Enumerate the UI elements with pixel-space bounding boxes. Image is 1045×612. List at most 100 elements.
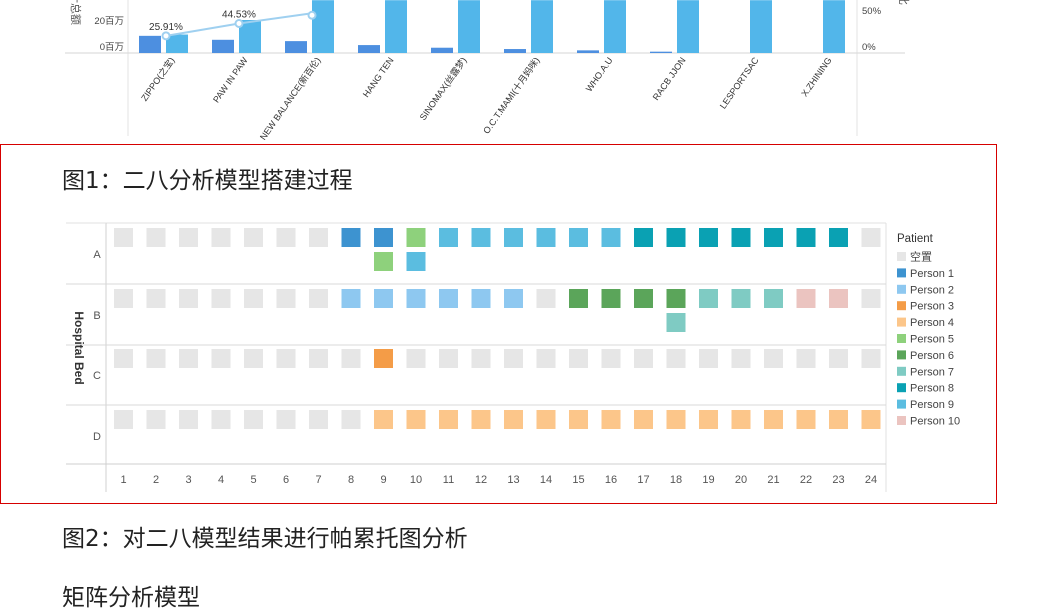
bed-row-label: B <box>93 310 100 322</box>
pareto-bar-sales <box>577 50 599 53</box>
pareto-bar-sales <box>139 35 161 53</box>
bed-cell <box>699 289 718 308</box>
bed-cell <box>536 289 556 308</box>
bed-cell <box>179 228 198 247</box>
bed-cell <box>406 228 426 247</box>
bed-cell <box>829 410 848 429</box>
bed-cell <box>276 228 296 247</box>
bed-chart-x-labels: 1 2 3 4 5 6 7 8 9 10 11 12 13 14 15 16 17 18 19 20 21 22 23 24 <box>120 474 877 486</box>
legend-entry: Person 6 <box>910 350 954 362</box>
bed-cell <box>569 289 588 308</box>
x-tick-label: 13 <box>507 474 519 486</box>
legend-entry: Person 9 <box>910 399 954 411</box>
pareto-right-tick: 50% <box>862 6 882 17</box>
bed-cell <box>276 410 296 429</box>
x-tick-label: 11 <box>443 474 454 486</box>
bed-cell <box>244 349 263 368</box>
bed-cell <box>179 289 198 308</box>
bed-chart-y-axis-title: Hospital Bed <box>72 311 86 384</box>
pareto-bar-cumulative <box>458 0 480 53</box>
bed-cell <box>406 349 426 368</box>
pareto-line-point <box>307 10 317 20</box>
bed-cell <box>764 228 783 247</box>
pareto-chart: 计总额 比 20百万 0百万 50% 0% 25.91% 44.53% ZIPPO… <box>65 0 910 140</box>
bed-cell <box>471 289 491 308</box>
bed-cell <box>829 349 848 368</box>
x-tick-label: 22 <box>800 474 812 486</box>
bed-chart-legend: Patient 空置 Person 1 Person 2 Person 3 Person… <box>897 233 960 428</box>
bed-cell <box>244 410 263 429</box>
bed-cell <box>731 410 751 429</box>
bed-cell <box>861 228 881 247</box>
bed-cell <box>309 289 328 308</box>
bed-cell <box>634 228 653 247</box>
legend-swatch <box>897 268 906 278</box>
pareto-bars <box>139 0 845 53</box>
pareto-bar-sales <box>504 49 526 53</box>
bed-cell <box>114 289 133 308</box>
bed-cell <box>601 349 621 368</box>
pareto-x-tick-label: X.ZHINING <box>799 55 833 98</box>
x-tick-label: 7 <box>315 474 321 486</box>
bed-cell <box>764 410 783 429</box>
bed-cell <box>796 228 816 247</box>
pareto-bar-cumulative <box>823 0 845 53</box>
legend-swatch <box>897 366 906 376</box>
bed-cell-overflow <box>666 313 686 332</box>
bed-cell <box>666 410 686 429</box>
bed-cell <box>731 289 751 308</box>
bed-row-label: A <box>93 249 101 261</box>
bed-cell <box>211 410 231 429</box>
legend-swatch <box>897 284 906 294</box>
pareto-line-point <box>161 31 171 41</box>
pareto-line-point <box>234 18 244 28</box>
bed-cell-overflow <box>406 252 426 271</box>
legend-entry: 空置 <box>910 250 932 264</box>
bed-cell <box>861 289 881 308</box>
legend-swatch <box>897 334 906 343</box>
bed-cell <box>439 349 458 368</box>
bed-cell-overflow <box>374 252 393 271</box>
x-tick-label: 9 <box>380 474 386 486</box>
bed-cell <box>309 228 328 247</box>
legend-swatch <box>897 416 906 425</box>
x-tick-label: 8 <box>348 474 354 486</box>
legend-swatch <box>897 252 906 261</box>
x-tick-label: 24 <box>865 474 877 486</box>
bed-cell <box>341 228 361 247</box>
legend-swatch <box>897 317 906 327</box>
bed-cell <box>731 228 751 247</box>
x-tick-label: 17 <box>637 474 649 486</box>
bed-row-label: C <box>93 370 101 382</box>
bed-cell <box>504 349 523 368</box>
legend-entry: Person 1 <box>910 268 954 280</box>
bed-cell <box>634 349 653 368</box>
pareto-bar-cumulative <box>604 0 626 53</box>
x-tick-label: 3 <box>185 474 191 486</box>
x-tick-label: 4 <box>218 474 224 486</box>
bed-cell <box>829 228 848 247</box>
bed-cell <box>114 410 133 429</box>
pareto-bar-sales <box>212 39 234 53</box>
section-heading: 矩阵分析模型 <box>62 585 200 611</box>
figure-2-caption: 图2：对二八模型结果进行帕累托图分析 <box>62 526 468 552</box>
bed-cell <box>471 410 491 429</box>
bed-cell <box>179 410 198 429</box>
x-tick-label: 19 <box>702 474 714 486</box>
pareto-bar-cumulative <box>531 0 553 53</box>
x-tick-label: 21 <box>767 474 779 486</box>
x-tick-label: 15 <box>572 474 584 486</box>
bed-cell <box>471 349 491 368</box>
bed-cell <box>569 349 588 368</box>
bed-cell <box>439 228 458 247</box>
bed-cell <box>666 289 686 308</box>
pareto-bar-sales <box>650 51 672 53</box>
pareto-x-tick-label: ZIPPO(之宝) <box>138 55 176 103</box>
x-tick-label: 14 <box>540 474 552 486</box>
x-tick-label: 18 <box>670 474 682 486</box>
bed-cell <box>666 349 686 368</box>
bed-cell <box>731 349 751 368</box>
bed-cell <box>406 289 426 308</box>
pareto-x-tick-label: PAW IN PAW <box>211 55 250 105</box>
